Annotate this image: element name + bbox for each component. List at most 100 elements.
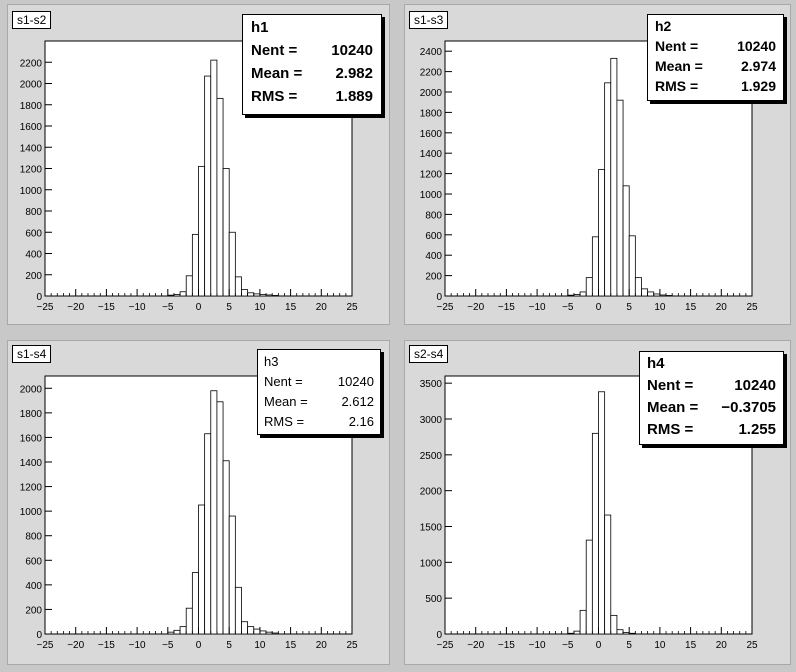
y-tick-label: 1800 (20, 409, 43, 420)
histogram-bar (653, 293, 661, 297)
y-tick-label: 3000 (420, 415, 443, 426)
x-tick-label: 0 (596, 640, 602, 651)
histogram-bar (216, 401, 224, 635)
x-tick-label: 5 (626, 302, 632, 313)
y-tick-label: 200 (425, 272, 442, 283)
x-tick-label: −5 (162, 302, 174, 313)
y-tick-label: 1600 (20, 433, 43, 444)
stats-box[interactable]: h2 Nent = 10240 Mean = 2.974 RMS = 1.929 (647, 14, 784, 101)
x-tick-label: 15 (685, 302, 697, 313)
histogram-bar (579, 609, 587, 635)
histogram-bar (604, 82, 612, 297)
histogram-bar (573, 294, 581, 297)
histogram-bar (179, 291, 187, 297)
histogram-pad-s1-s2[interactable]: −25 −20 −15 −10 −5 0 5 10 15 20 25 0 200 400 600 800 100… (7, 4, 390, 325)
y-tick-label: 800 (25, 532, 42, 543)
x-tick-label: 15 (285, 640, 297, 651)
nent-value: 10240 (737, 38, 776, 54)
histogram-bar (167, 294, 175, 297)
y-tick-label: 400 (425, 251, 442, 262)
x-tick-label: 15 (285, 302, 297, 313)
x-tick-label: −10 (129, 302, 146, 313)
y-tick-label: 2000 (420, 487, 443, 498)
histogram-bar (241, 621, 249, 635)
y-tick-label: 1000 (420, 190, 443, 201)
y-tick-label: 400 (25, 250, 42, 261)
rms-label: RMS (264, 414, 293, 429)
histogram-bar (622, 185, 630, 297)
histogram-pad-s1-s4[interactable]: −25 −20 −15 −10 −5 0 5 10 15 20 25 0 200 400 600 800 100… (7, 340, 390, 665)
mean-value: 2.612 (341, 394, 374, 409)
histogram-bar (265, 294, 273, 297)
x-tick-label: −5 (162, 640, 174, 651)
pad-title: s1-s4 (12, 345, 52, 363)
histogram-bar (610, 614, 618, 635)
nent-label: Nent (251, 42, 285, 59)
mean-value: 2.974 (740, 58, 776, 74)
x-tick-label: −25 (37, 302, 54, 313)
histogram-bar (167, 631, 175, 635)
x-tick-label: −15 (98, 302, 115, 313)
x-tick-label: −20 (467, 640, 484, 651)
mean-label: Mean (251, 65, 290, 82)
x-tick-label: −15 (498, 302, 515, 313)
histogram-bar (210, 59, 218, 297)
y-tick-label: 1200 (420, 170, 443, 181)
stats-box[interactable]: h1 Nent = 10240 Mean = 2.982 RMS = 1.889 (242, 14, 382, 115)
histogram-bar (628, 632, 636, 635)
rms-label: RMS (655, 78, 687, 94)
histogram-bar (579, 291, 587, 297)
y-tick-label: 2000 (420, 88, 443, 99)
histogram-bar (179, 626, 187, 635)
x-tick-label: −20 (67, 302, 84, 313)
mean-label: Mean (647, 399, 686, 416)
histogram-s1-s4: −25 −20 −15 −10 −5 0 5 10 15 20 25 0 200 400 600 800 100… (20, 375, 358, 651)
histogram-bar (185, 275, 193, 297)
histogram-bar (567, 294, 575, 297)
histogram-bar (198, 165, 206, 297)
histogram-bar (228, 515, 236, 635)
nent-label: Nent (655, 38, 687, 54)
mean-value: 2.982 (335, 65, 373, 82)
histogram-bar (647, 291, 655, 297)
y-tick-label: 800 (425, 210, 442, 221)
stats-name: h2 (655, 18, 672, 34)
histogram-pad-s2-s4[interactable]: −25 −20 −15 −10 −5 0 5 10 15 20 25 0 500 1000 1500 2000… (404, 340, 791, 665)
x-tick-label: 5 (226, 302, 232, 313)
rms-value: 2.16 (348, 414, 374, 429)
histogram-bar (222, 168, 230, 297)
histogram-bar (622, 632, 630, 635)
y-tick-label: 2500 (420, 451, 443, 462)
histogram-bar (665, 295, 673, 297)
y-tick-label: 1400 (20, 143, 43, 154)
rms-label: RMS (251, 88, 285, 105)
stats-name: h4 (647, 355, 665, 372)
y-tick-label: 1000 (20, 186, 43, 197)
x-tick-label: 10 (654, 640, 666, 651)
y-tick-label: 1600 (20, 122, 43, 133)
histogram-bar (659, 294, 667, 297)
histogram-bar (567, 632, 575, 635)
histogram-bar (222, 460, 230, 635)
histogram-bar (204, 433, 212, 635)
stats-name: h1 (251, 19, 269, 36)
y-tick-label: 400 (25, 581, 42, 592)
rms-label: RMS (647, 421, 681, 438)
histogram-bar (191, 233, 199, 297)
histogram-bar (247, 626, 255, 635)
y-tick-label: 2200 (420, 68, 443, 79)
y-tick-label: 2200 (20, 58, 43, 69)
histogram-bar (598, 391, 606, 635)
histogram-pad-s1-s3[interactable]: −25 −20 −15 −10 −5 0 5 10 15 20 25 0 200 400 600 800 100… (404, 4, 791, 325)
nent-value: 10240 (337, 374, 374, 389)
y-tick-label: 600 (425, 231, 442, 242)
y-tick-label: 2000 (20, 80, 43, 91)
y-tick-label: 3500 (420, 379, 443, 390)
x-tick-label: −15 (98, 640, 115, 651)
histogram-bar (616, 99, 624, 297)
histogram-bar (616, 629, 624, 635)
histogram-bar (259, 630, 267, 635)
histogram-bar (210, 390, 218, 635)
stats-box[interactable]: h3 Nent = 10240 Mean = 2.612 RMS = 2.16 (257, 349, 381, 435)
stats-box[interactable]: h4 Nent = 10240 Mean = −0.3705 RMS = 1.2… (639, 351, 784, 445)
